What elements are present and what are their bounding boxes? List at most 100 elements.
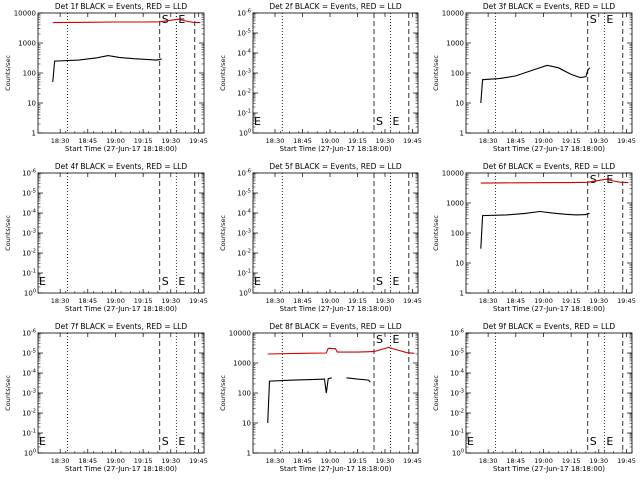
chart-title: Det 8f BLACK = Events, RED = LLD	[269, 322, 402, 331]
y-tick-label: 10-3	[450, 389, 464, 398]
chart-title: Det 9f BLACK = Events, RED = LLD	[483, 322, 616, 331]
x-tick-label: 19:45	[189, 137, 208, 145]
chart-panel-det2: Det 2f BLACK = Events, RED = LLD 100 10-1 1…	[219, 2, 422, 153]
y-tick-label: 10-1	[237, 269, 251, 278]
x-tick-label: 19:00	[321, 457, 340, 465]
x-axis-label: Start Time (27-Jun-17 18:18:00)	[65, 465, 177, 473]
y-tick-label: 10-1	[237, 109, 251, 118]
x-tick-label: 19:45	[617, 137, 636, 145]
x-tick-label: 18:30	[51, 457, 70, 465]
x-tick-label: 18:45	[506, 457, 525, 465]
marker-label-S: S	[376, 275, 383, 288]
y-tick-label: 1	[32, 130, 36, 138]
y-tick-label: 100	[24, 289, 36, 298]
x-tick-label: 19:30	[376, 137, 395, 145]
x-tick-label: 19:15	[562, 137, 581, 145]
y-axis-label: Counts/sec	[4, 375, 12, 411]
events-series-line	[480, 210, 590, 249]
x-axis-label: Start Time (27-Jun-17 18:18:00)	[65, 145, 177, 153]
y-tick-label: 10-6	[237, 169, 251, 178]
x-tick-label: 19:00	[534, 137, 553, 145]
x-tick-label: 19:00	[534, 457, 553, 465]
marker-label-E: E	[606, 435, 613, 448]
chart-title: Det 7f BLACK = Events, RED = LLD	[55, 322, 188, 331]
marker-label-E: E	[178, 435, 185, 448]
y-tick-label: 10-4	[450, 369, 464, 378]
chart-title: Det 2f BLACK = Events, RED = LLD	[269, 2, 402, 11]
y-tick-label: 10-6	[22, 329, 36, 338]
x-tick-label: 19:45	[617, 297, 636, 305]
y-tick-label: 10-4	[237, 49, 251, 58]
x-tick-label: 19:15	[562, 457, 581, 465]
x-tick-label: 19:30	[376, 297, 395, 305]
y-tick-label: 1000	[18, 40, 36, 48]
marker-label-E: E	[393, 115, 400, 128]
x-tick-label: 18:45	[506, 137, 525, 145]
marker-label-E: E	[178, 13, 185, 26]
y-tick-label: 10-2	[22, 249, 36, 258]
y-tick-label: 10-4	[22, 209, 36, 218]
y-axis-label: Counts/sec	[4, 55, 12, 91]
y-axis-label: Counts/sec	[219, 215, 227, 251]
chart-title: Det 3f BLACK = Events, RED = LLD	[483, 2, 616, 11]
y-tick-label: 10-6	[237, 9, 251, 18]
x-tick-label: 18:30	[479, 137, 498, 145]
y-tick-label: 10-6	[22, 169, 36, 178]
marker-label-S: S	[590, 13, 597, 26]
x-tick-label: 19:15	[348, 457, 367, 465]
chart-panel-det7: Det 7f BLACK = Events, RED = LLD 100 10-1 1…	[4, 322, 208, 473]
x-tick-label: 18:45	[506, 297, 525, 305]
chart-panel-det9: Det 9f BLACK = Events, RED = LLD 100 10-1 1…	[432, 322, 636, 473]
y-tick-label: 10	[455, 260, 464, 268]
y-tick-label: 1000	[446, 40, 464, 48]
y-tick-label: 10	[27, 100, 36, 108]
chart-title: Det 6f BLACK = Events, RED = LLD	[483, 162, 616, 171]
x-tick-label: 19:30	[161, 297, 180, 305]
x-tick-label: 19:00	[106, 137, 125, 145]
edge-label-E: E	[39, 435, 46, 448]
y-tick-label: 10-5	[450, 349, 464, 358]
y-tick-label: 10-5	[22, 349, 36, 358]
y-axis-label: Counts/sec	[4, 215, 12, 251]
x-tick-label: 19:30	[161, 137, 180, 145]
y-axis-label: Counts/sec	[219, 55, 227, 91]
edge-label-E: E	[467, 435, 474, 448]
y-tick-label: 10-2	[237, 249, 251, 258]
y-tick-label: 10000	[14, 10, 36, 18]
marker-label-S: S	[162, 13, 169, 26]
marker-label-E: E	[606, 173, 613, 186]
y-tick-label: 100	[23, 70, 36, 78]
x-tick-label: 19:00	[534, 297, 553, 305]
x-tick-label: 18:30	[479, 457, 498, 465]
lld-series-line	[480, 178, 629, 184]
x-tick-label: 18:45	[293, 137, 312, 145]
edge-label-E: E	[254, 115, 261, 128]
x-tick-label: 19:30	[376, 457, 395, 465]
marker-label-S: S	[162, 435, 169, 448]
y-tick-label: 10-1	[450, 429, 464, 438]
plot-frame	[465, 12, 633, 134]
y-tick-label: 100	[239, 129, 251, 138]
x-tick-label: 18:45	[78, 137, 97, 145]
x-tick-label: 18:45	[293, 297, 312, 305]
y-tick-label: 1000	[233, 360, 251, 368]
x-tick-label: 18:30	[266, 137, 285, 145]
x-tick-label: 18:30	[479, 297, 498, 305]
x-axis-label: Start Time (27-Jun-17 18:18:00)	[280, 305, 392, 313]
chart-panel-det3: Det 3f BLACK = Events, RED = LLD 1 10 100 10…	[432, 2, 636, 153]
x-tick-label: 19:00	[321, 297, 340, 305]
y-tick-label: 100	[239, 289, 251, 298]
y-axis-label: Counts/sec	[432, 375, 440, 411]
y-tick-label: 10000	[229, 330, 251, 338]
marker-label-S: S	[376, 115, 383, 128]
x-tick-label: 19:15	[134, 137, 153, 145]
lld-series-line	[267, 346, 415, 355]
y-tick-label: 10000	[442, 170, 464, 178]
x-axis-label: Start Time (27-Jun-17 18:18:00)	[65, 305, 177, 313]
y-tick-label: 10	[455, 100, 464, 108]
marker-label-S: S	[590, 173, 597, 186]
y-tick-label: 10-2	[22, 409, 36, 418]
x-tick-label: 19:45	[189, 297, 208, 305]
y-tick-label: 10000	[442, 10, 464, 18]
